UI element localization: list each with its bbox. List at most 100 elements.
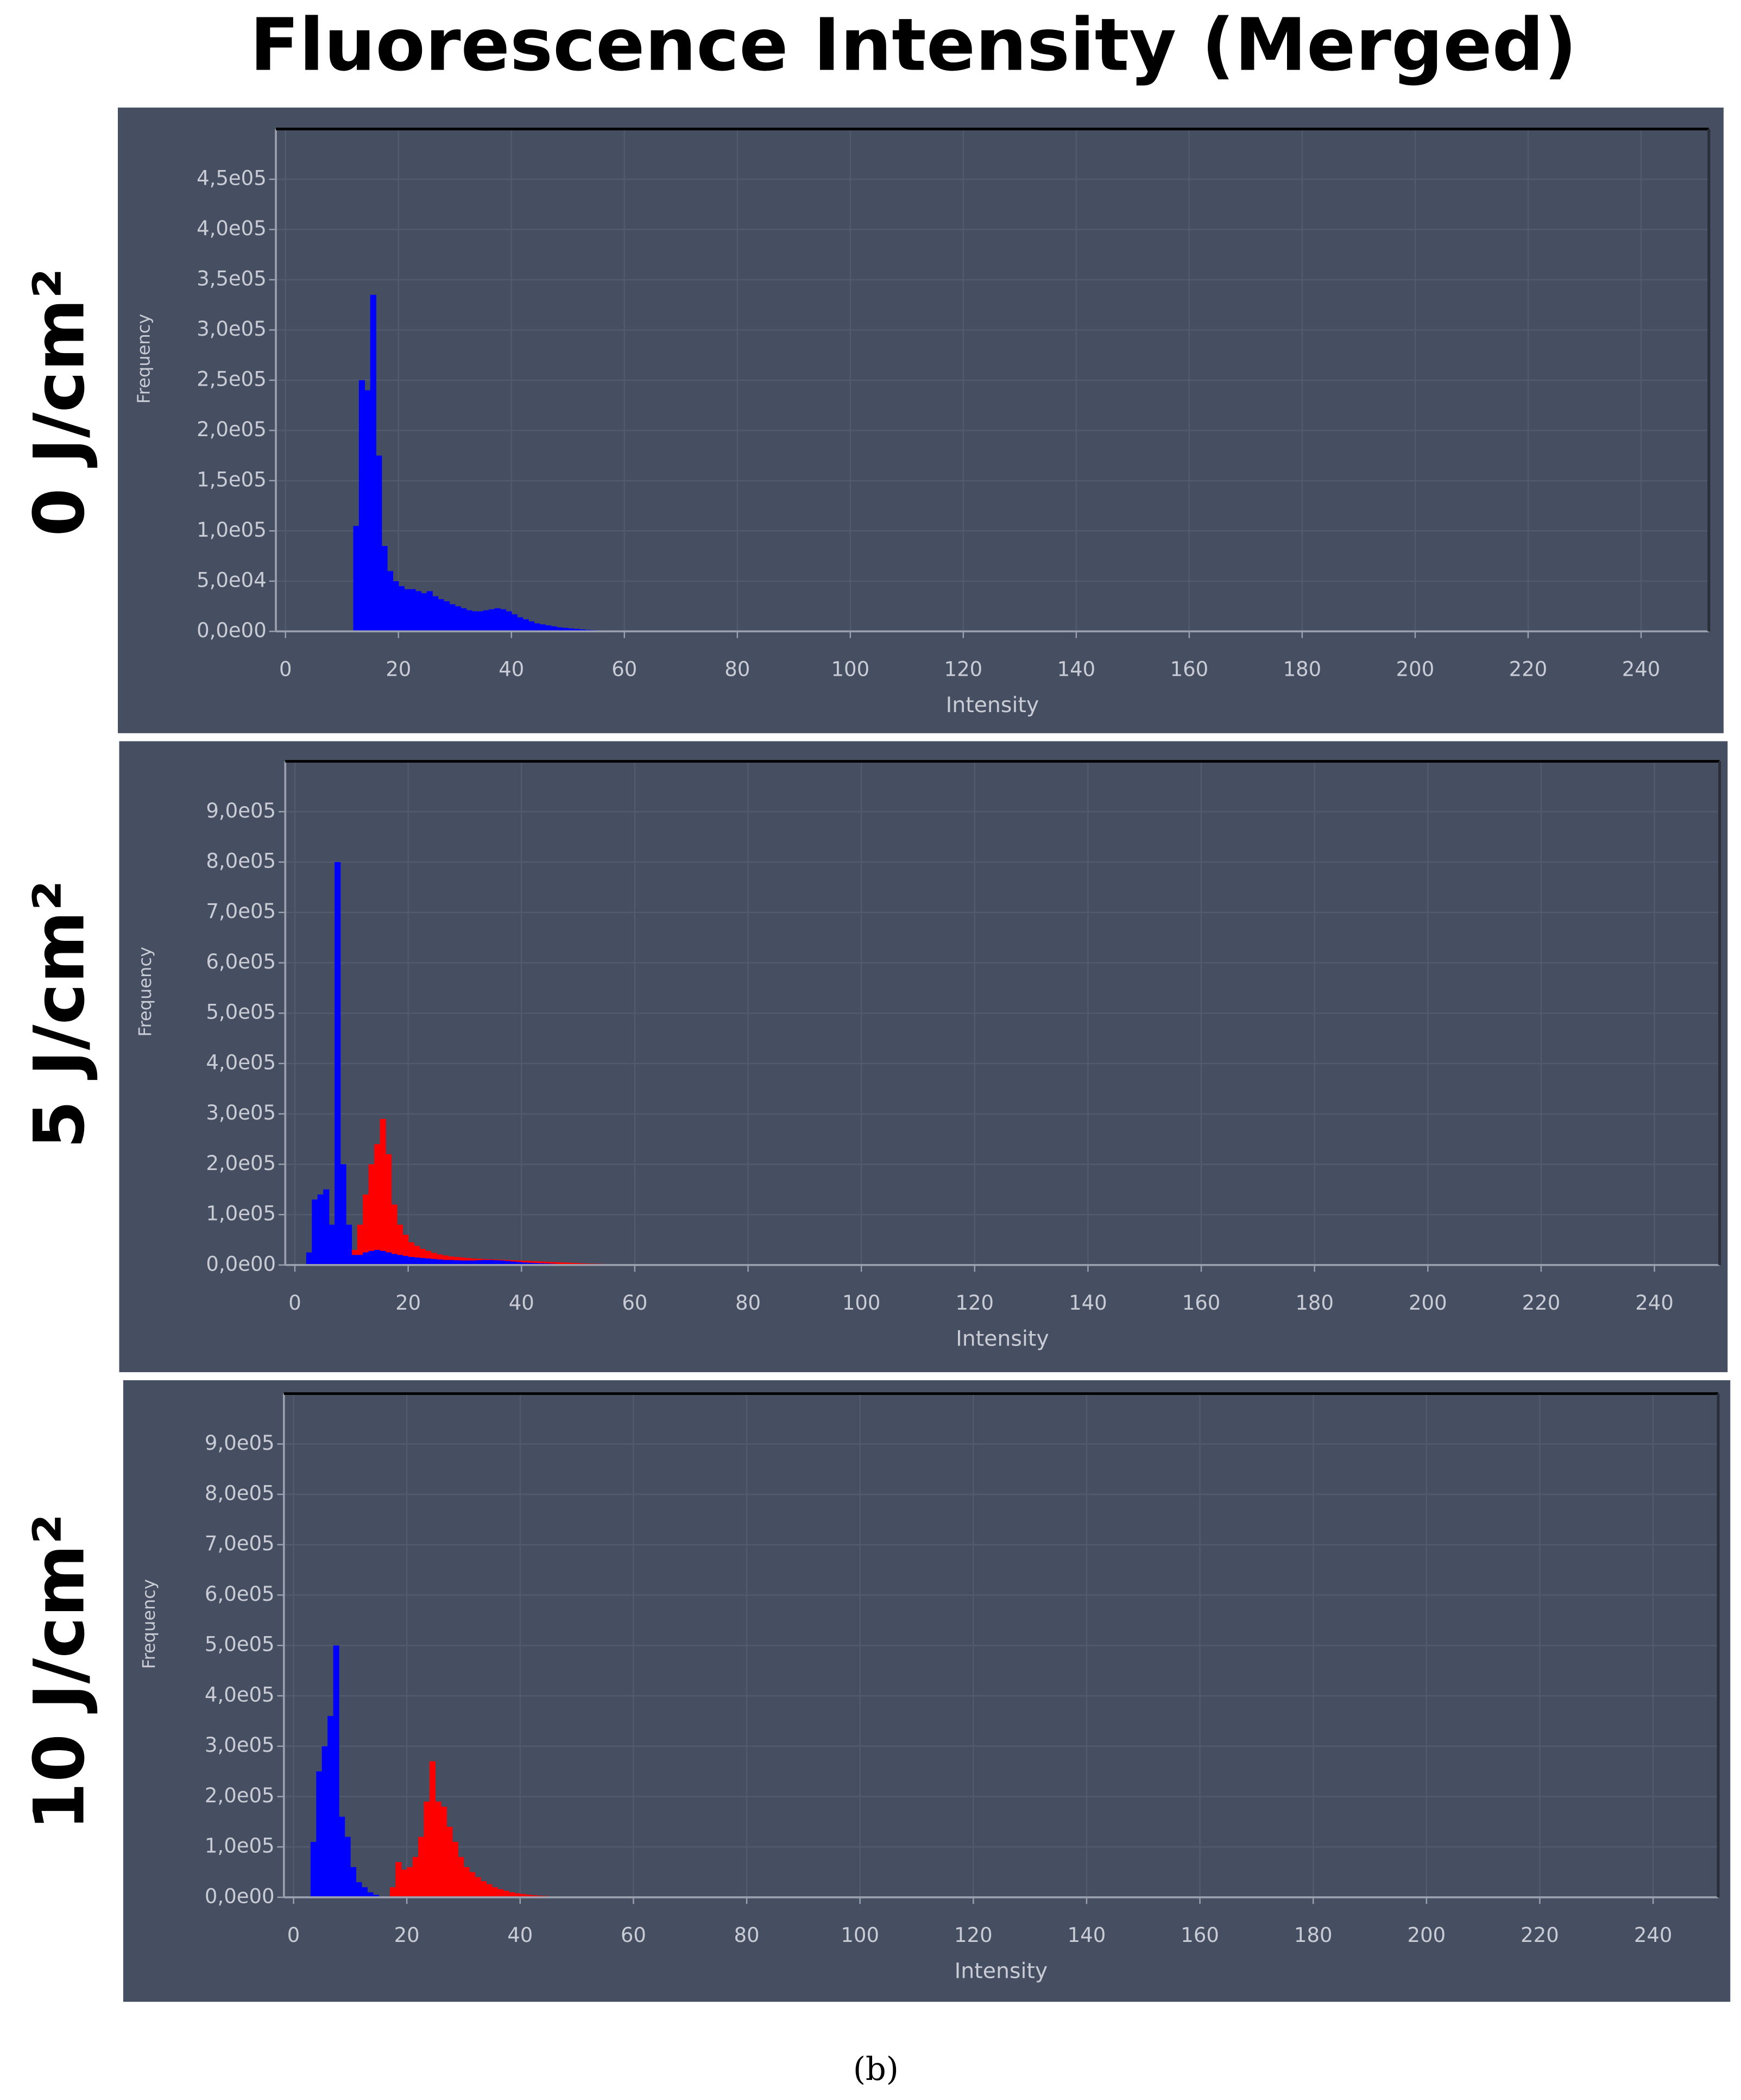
y-tick-label: 4,0e05 xyxy=(197,217,267,240)
x-tick-label: 100 xyxy=(841,1923,879,1947)
histogram-bar xyxy=(503,1890,509,1897)
x-tick-label: 20 xyxy=(386,657,411,681)
figure-title: Fluorescence Intensity (Merged) xyxy=(250,3,1577,87)
histogram-bar xyxy=(404,589,411,632)
histogram-bar xyxy=(361,1887,368,1897)
x-tick-label: 100 xyxy=(842,1291,881,1315)
histogram-bar xyxy=(396,1224,403,1265)
histogram-bar xyxy=(521,1262,528,1265)
histogram-bar xyxy=(499,1260,505,1265)
histogram-bar xyxy=(396,1255,403,1265)
histogram-bar xyxy=(510,1261,516,1265)
histogram-bar xyxy=(438,599,444,632)
histogram-bar xyxy=(440,1806,447,1897)
histogram-bar xyxy=(539,624,546,632)
y-tick-label: 3,5e05 xyxy=(197,267,267,290)
histogram-bar xyxy=(316,1771,323,1897)
x-axis-title: Intensity xyxy=(955,1958,1048,1983)
histogram-bar xyxy=(370,294,376,632)
histogram-bar xyxy=(350,1867,357,1897)
x-tick-label: 240 xyxy=(1622,657,1661,681)
histogram-bar xyxy=(432,596,439,632)
y-tick-label: 7,0e05 xyxy=(206,900,276,923)
histogram-bar xyxy=(491,1887,498,1897)
x-tick-label: 220 xyxy=(1522,1291,1561,1315)
histogram-bar xyxy=(545,625,552,632)
histogram-bar xyxy=(452,1841,458,1897)
histogram-bar xyxy=(424,1801,430,1897)
histogram-bar xyxy=(475,1877,481,1897)
histogram-bar xyxy=(418,1837,425,1897)
y-tick-label: 0,0e00 xyxy=(197,619,267,642)
histogram-bar xyxy=(520,1894,526,1897)
y-tick-label: 1,0e05 xyxy=(206,1202,276,1225)
y-tick-label: 1,0e05 xyxy=(197,518,267,542)
x-tick-label: 140 xyxy=(1057,657,1096,681)
histogram-bar xyxy=(463,1867,470,1897)
histogram-bar xyxy=(373,1895,379,1897)
histogram-bar xyxy=(566,1262,573,1265)
x-tick-label: 220 xyxy=(1521,1923,1559,1947)
histogram-bar xyxy=(368,1164,375,1265)
y-tick-label: 1,0e05 xyxy=(205,1834,275,1858)
histogram-bar xyxy=(387,571,394,632)
y-tick-label: 5,0e04 xyxy=(197,568,267,592)
histogram-bar xyxy=(458,1857,464,1897)
histogram-bar xyxy=(567,628,574,632)
histogram-bar xyxy=(494,608,501,632)
histogram-bar xyxy=(414,1246,420,1265)
x-tick-label: 140 xyxy=(1068,1923,1106,1947)
histogram-bar xyxy=(550,1262,556,1265)
x-tick-label: 20 xyxy=(395,1291,421,1315)
histogram-bar xyxy=(526,1895,532,1897)
y-axis-title: Frequency xyxy=(135,947,155,1037)
histogram-bar xyxy=(511,614,518,632)
y-tick-label: 0,0e00 xyxy=(206,1252,276,1275)
y-axis-title: Frequency xyxy=(138,1579,159,1669)
x-tick-label: 40 xyxy=(509,1291,534,1315)
histogram-bar xyxy=(497,1889,504,1897)
histogram-bar xyxy=(344,1837,351,1897)
histogram-bar xyxy=(335,862,341,1265)
caption: (b) xyxy=(853,2050,899,2088)
histogram-bar xyxy=(453,1260,460,1265)
x-tick-label: 200 xyxy=(1408,1923,1446,1947)
histogram-bar xyxy=(376,455,382,632)
histogram-bar xyxy=(368,1250,375,1265)
x-tick-label: 60 xyxy=(621,1923,646,1947)
y-tick-label: 2,0e05 xyxy=(205,1784,275,1807)
histogram-bar xyxy=(442,1260,449,1265)
histogram-bar xyxy=(480,1881,487,1897)
panel-background xyxy=(118,108,1724,733)
histogram-bar xyxy=(493,1260,500,1265)
y-tick-label: 9,0e05 xyxy=(205,1431,275,1455)
histogram-bar xyxy=(487,1260,494,1265)
histogram-bar xyxy=(476,1260,483,1265)
histogram-bar xyxy=(339,1816,345,1897)
histogram-bar xyxy=(426,591,433,632)
x-tick-label: 0 xyxy=(287,1923,300,1947)
x-tick-label: 160 xyxy=(1182,1291,1221,1315)
y-tick-label: 2,0e05 xyxy=(197,418,267,441)
histogram-bar xyxy=(385,1252,392,1265)
histogram-bar xyxy=(402,1256,409,1265)
y-tick-label: 1,5e05 xyxy=(197,468,267,491)
y-tick-label: 5,0e05 xyxy=(205,1633,275,1656)
histogram-bar xyxy=(345,1224,352,1265)
histogram-bar xyxy=(515,1262,522,1265)
histogram-bar xyxy=(317,1194,324,1265)
histogram-bar xyxy=(306,1252,313,1265)
histogram-bar xyxy=(483,610,489,632)
x-tick-label: 20 xyxy=(394,1923,420,1947)
histogram-bar xyxy=(425,1250,432,1265)
histogram-bar xyxy=(534,623,540,632)
histogram-bar xyxy=(431,1259,437,1265)
x-tick-label: 40 xyxy=(507,1923,533,1947)
y-tick-label: 4,5e05 xyxy=(197,167,267,190)
histogram-bar xyxy=(323,1189,330,1265)
histogram-bar xyxy=(333,1645,339,1897)
x-tick-label: 120 xyxy=(956,1291,994,1315)
histogram-bar xyxy=(489,609,495,632)
histogram-bar xyxy=(561,1262,567,1265)
histogram-bar xyxy=(449,604,456,632)
